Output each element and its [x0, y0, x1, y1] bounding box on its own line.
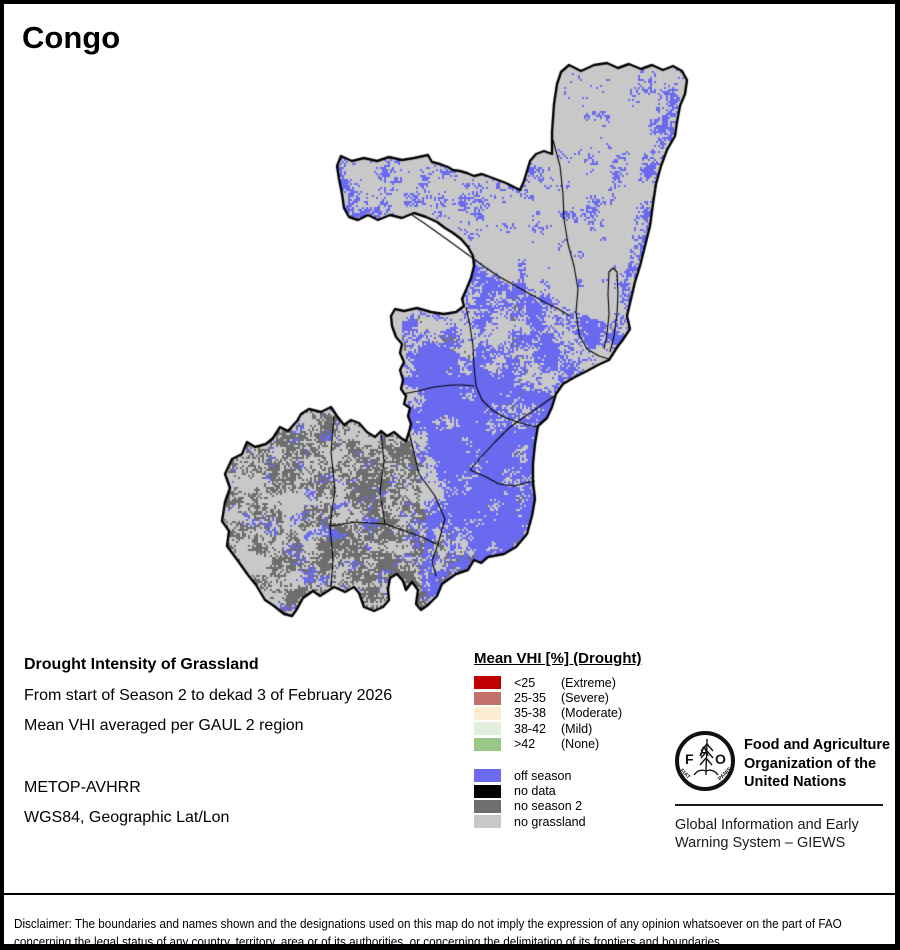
legend-row-extreme: <25 (Extreme)	[474, 675, 622, 690]
legend-row-off-season: off season	[474, 768, 586, 783]
congo-drought-map	[4, 4, 895, 664]
legend-row-mild: 38-42 (Mild)	[474, 721, 622, 736]
disclaimer-box: Disclaimer: The boundaries and names sho…	[4, 893, 895, 944]
legend-row-no-data: no data	[474, 783, 586, 798]
legend-swatch-moderate	[474, 706, 501, 720]
fao-letter-o: O	[715, 751, 726, 767]
fao-org-name: Food and Agriculture Organization of the…	[744, 737, 891, 790]
page-title: Congo	[22, 20, 121, 55]
legend-swatch-none	[474, 737, 501, 751]
legend-swatch-no-season-2	[474, 799, 501, 813]
map-subject-heading: Drought Intensity of Grassland	[24, 656, 259, 673]
legend-season-classes: off season no data no season 2 no grassl…	[474, 768, 586, 830]
legend-row-no-season-2: no season 2	[474, 799, 586, 814]
wheat-ear-icon	[693, 738, 719, 776]
fao-letter-a: A	[699, 743, 709, 759]
legend-swatch-off-season	[474, 769, 501, 783]
map-projection-line: WGS84, Geographic Lat/Lon	[24, 809, 230, 826]
legend-swatch-no-data	[474, 784, 501, 798]
legend-row-none: >42 (None)	[474, 737, 622, 752]
legend-row-no-grassland: no grassland	[474, 814, 586, 829]
legend-row-severe: 25-35 (Severe)	[474, 690, 622, 705]
map-period-line: From start of Season 2 to dekad 3 of Feb…	[24, 687, 393, 704]
giews-name: Global Information and Early Warning Sys…	[675, 817, 859, 851]
disclaimer-text: Disclaimer: The boundaries and names sho…	[14, 916, 842, 949]
legend-swatch-extreme	[474, 676, 501, 690]
fao-logo-circle	[675, 731, 735, 791]
legend-swatch-mild	[474, 722, 501, 736]
legend-swatch-no-grassland	[474, 815, 501, 829]
fao-logo: F A O FIAT PANIS	[675, 731, 735, 791]
map-method-line: Mean VHI averaged per GAUL 2 region	[24, 717, 304, 734]
footer-divider	[675, 804, 883, 806]
legend-title: Mean VHI [%] (Drought)	[474, 650, 642, 667]
legend-row-moderate: 35-38 (Moderate)	[474, 706, 622, 721]
legend-vhi-classes: <25 (Extreme) 25-35 (Severe) 35-38 (Mode…	[474, 675, 622, 752]
map-sensor-line: METOP-AVHRR	[24, 779, 141, 796]
legend-swatch-severe	[474, 691, 501, 705]
fao-letter-f: F	[685, 751, 694, 767]
